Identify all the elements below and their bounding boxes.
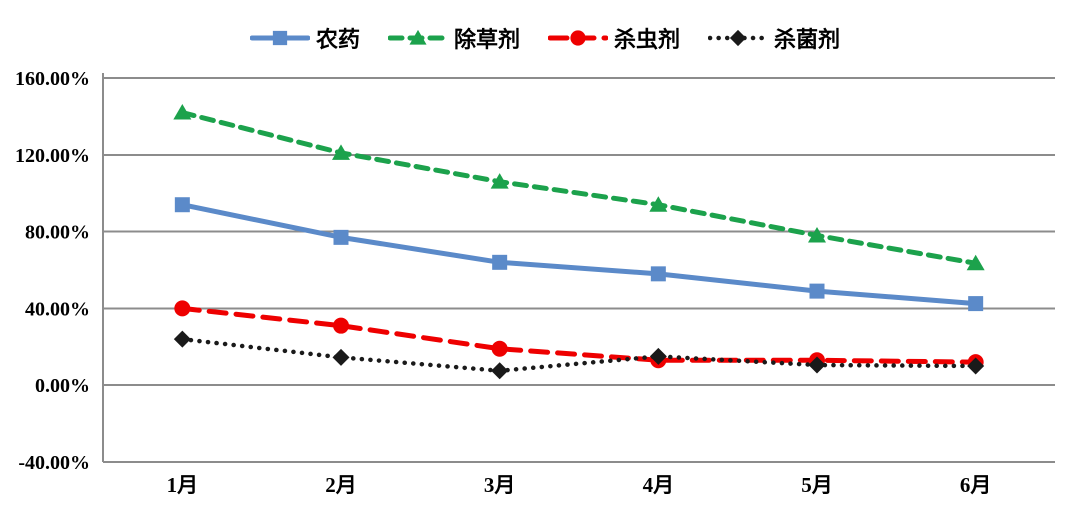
legend-label-herbicide: 除草剂	[453, 27, 520, 52]
diamond-marker	[729, 29, 747, 47]
triangle-marker	[490, 173, 509, 189]
legend-label-pesticide: 农药	[315, 27, 360, 52]
y-axis-tick-label: 120.00%	[15, 145, 90, 167]
legend-label-insecticide: 杀虫剂	[614, 27, 681, 52]
legend-key-solid-line-icon	[249, 30, 310, 46]
legend-key-dotted-line-icon	[708, 29, 769, 47]
legend-key-long-dash-line-icon	[548, 30, 608, 46]
circle-marker	[333, 317, 349, 334]
legend-item-herbicide: 除草剂	[387, 22, 520, 54]
circle-marker	[174, 300, 191, 317]
square-marker	[492, 254, 508, 270]
x-axis-tick-label: 5月	[801, 473, 833, 497]
square-marker	[968, 296, 984, 312]
x-axis-tick-label: 6月	[960, 473, 992, 497]
diamond-marker	[491, 362, 509, 380]
diamond-marker	[808, 356, 826, 374]
triangle-marker	[332, 144, 350, 160]
x-axis-tick-label: 2月	[325, 473, 357, 497]
circle-marker	[570, 30, 586, 46]
series-line-pesticide	[179, 202, 979, 307]
legend-key-dashed-line-icon	[387, 29, 448, 45]
y-axis-tick-label: 160.00%	[15, 68, 90, 90]
diamond-marker	[173, 330, 191, 348]
square-marker	[809, 283, 825, 299]
legend-item-pesticide: 农药	[249, 22, 360, 54]
square-marker	[333, 229, 349, 245]
y-axis-tick-label: 0.00%	[35, 375, 90, 397]
legend-item-insecticide: 杀虫剂	[548, 22, 680, 54]
y-axis-tick-label: 80.00%	[25, 222, 90, 244]
triangle-marker	[649, 196, 668, 212]
triangle-marker	[173, 104, 192, 120]
diamond-marker	[967, 357, 985, 375]
diamond-marker	[649, 347, 667, 365]
x-axis-tick-label: 3月	[484, 473, 516, 497]
x-axis-tick-label: 4月	[643, 473, 675, 497]
legend-label-fungicide: 杀菌剂	[774, 27, 841, 52]
series-line-herbicide	[179, 110, 979, 266]
series-line-fungicide	[180, 336, 978, 374]
series-line-insecticide	[179, 305, 979, 365]
square-marker	[272, 30, 288, 46]
chart-legend: 农药 除草剂 杀虫剂 杀菌剂	[0, 22, 1090, 54]
triangle-marker	[966, 254, 985, 271]
y-axis-tick-label: -40.00%	[18, 452, 90, 474]
square-marker	[650, 266, 666, 282]
triangle-marker	[808, 226, 826, 243]
circle-marker	[491, 340, 508, 357]
triangle-marker	[409, 29, 427, 45]
y-axis-tick-label: 40.00%	[25, 298, 90, 320]
square-marker	[174, 197, 190, 213]
diamond-marker	[332, 348, 350, 366]
x-axis-tick-label: 1月	[167, 473, 199, 497]
legend-item-fungicide: 杀菌剂	[708, 22, 840, 54]
